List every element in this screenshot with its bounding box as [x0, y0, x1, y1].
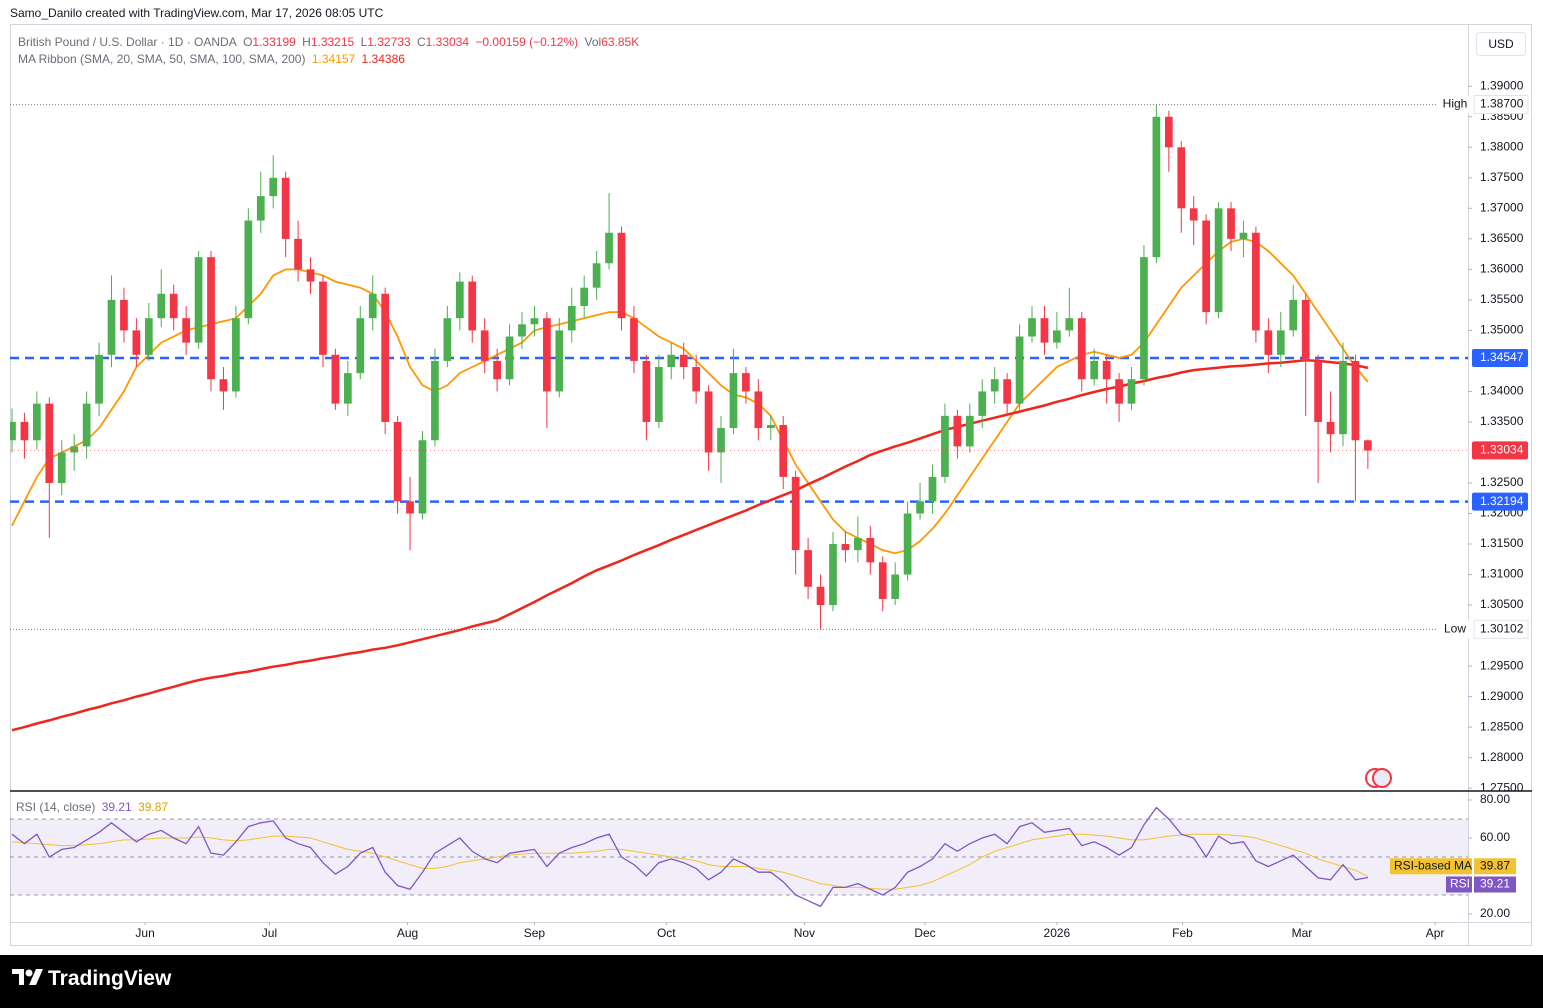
ma-label: MA Ribbon (SMA, 20, SMA, 50, SMA, 100, S… [18, 52, 306, 66]
rsi-value: 39.21 [101, 800, 132, 814]
ma-value: 1.34386 [361, 52, 405, 66]
symbol: British Pound / U.S. Dollar · 1D · OANDA [18, 35, 237, 49]
footer: TradingView [0, 955, 1543, 1008]
c-label: C [416, 35, 426, 49]
volume: 63.85K [601, 35, 640, 49]
high-value: 1.33215 [310, 35, 355, 49]
low-value: 1.32733 [367, 35, 411, 49]
change: −0.00159 (−0.12%) [475, 35, 579, 49]
vol-label: Vol [584, 35, 602, 49]
ma-legend: MA Ribbon (SMA, 20, SMA, 50, SMA, 100, S… [18, 52, 408, 66]
symbol-legend: British Pound / U.S. Dollar · 1D · OANDA… [18, 35, 642, 49]
h-label: H [302, 35, 311, 49]
close-value: 1.33034 [425, 35, 470, 49]
attribution: Samo_Danilo created with TradingView.com… [10, 6, 384, 20]
rsi-ma-value: 39.87 [138, 800, 169, 814]
brand: TradingView [48, 967, 172, 990]
open-value: 1.33199 [252, 35, 296, 49]
ma-value: 1.34157 [311, 52, 356, 66]
logo-icon [12, 969, 43, 985]
rsi-legend: RSI (14, close) 39.21 39.87 [16, 800, 171, 814]
currency-button[interactable]: USD [1476, 32, 1526, 56]
rsi-label: RSI (14, close) [16, 800, 96, 814]
